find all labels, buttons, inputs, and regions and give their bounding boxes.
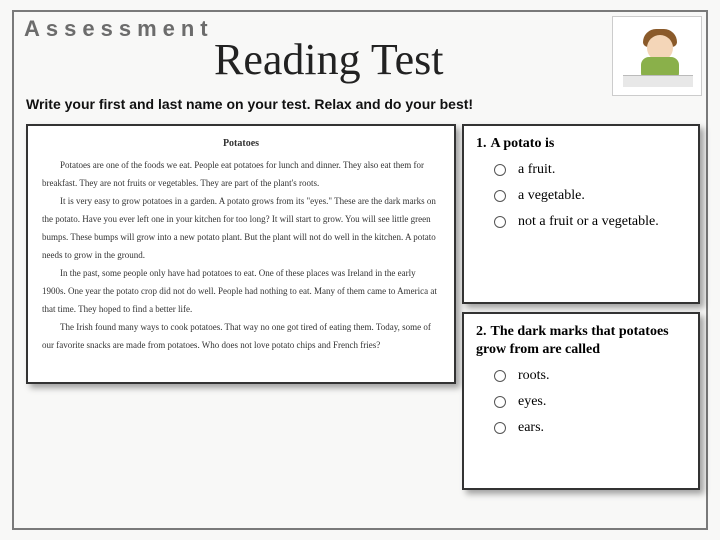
radio-icon[interactable] [494, 370, 506, 382]
option-label: eyes. [518, 394, 546, 410]
passage-title: Potatoes [42, 134, 440, 154]
radio-icon[interactable] [494, 396, 506, 408]
question-1-panel: 1. A potato is a fruit. a vegetable. not… [462, 124, 700, 304]
option-row[interactable]: a fruit. [494, 162, 686, 178]
option-row[interactable]: roots. [494, 368, 686, 384]
option-row[interactable]: a vegetable. [494, 188, 686, 204]
question-1-options: a fruit. a vegetable. not a fruit or a v… [476, 162, 686, 230]
option-row[interactable]: ears. [494, 420, 686, 436]
question-2-options: roots. eyes. ears. [476, 368, 686, 436]
slide-frame: Assessment Reading Test Write your first… [12, 10, 708, 530]
illustration-desk [623, 75, 693, 87]
reading-passage-panel: Potatoes Potatoes are one of the foods w… [26, 124, 456, 384]
option-label: ears. [518, 420, 544, 436]
radio-icon[interactable] [494, 164, 506, 176]
instruction-text: Write your first and last name on your t… [26, 96, 694, 112]
option-label: a fruit. [518, 162, 555, 178]
radio-icon[interactable] [494, 422, 506, 434]
question-number: 1. [476, 136, 487, 151]
student-writing-illustration [612, 16, 702, 96]
option-label: a vegetable. [518, 188, 585, 204]
category-label: Assessment [24, 16, 214, 42]
passage-paragraph: The Irish found many ways to cook potato… [42, 318, 440, 354]
question-prompt: A potato is [491, 136, 555, 151]
radio-icon[interactable] [494, 190, 506, 202]
question-prompt: The dark marks that potatoes grow from a… [476, 324, 669, 357]
option-label: roots. [518, 368, 550, 384]
passage-paragraph: It is very easy to grow potatoes in a ga… [42, 192, 440, 264]
passage-paragraph: In the past, some people only have had p… [42, 264, 440, 318]
option-row[interactable]: eyes. [494, 394, 686, 410]
question-number: 2. [476, 324, 487, 339]
option-row[interactable]: not a fruit or a vegetable. [494, 214, 686, 230]
passage-paragraph: Potatoes are one of the foods we eat. Pe… [42, 156, 440, 192]
radio-icon[interactable] [494, 216, 506, 228]
page-title: Reading Test [214, 34, 444, 85]
slide: Assessment Reading Test Write your first… [0, 0, 720, 540]
question-2-panel: 2. The dark marks that potatoes grow fro… [462, 312, 700, 490]
option-label: not a fruit or a vegetable. [518, 214, 659, 230]
